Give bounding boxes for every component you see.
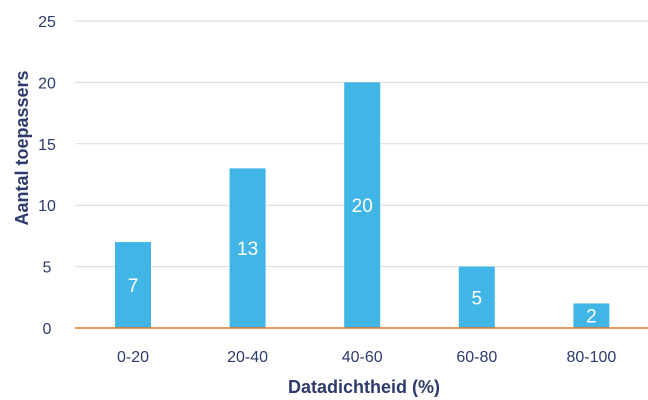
data-labels: 7 13 20 5 2 — [128, 196, 597, 328]
y-axis-ticks: 0 5 10 15 20 25 — [38, 14, 56, 338]
bar-80-100 — [573, 303, 610, 328]
y-tick-label: 10 — [38, 198, 56, 215]
y-tick-label: 20 — [38, 75, 56, 92]
bar-40-60 — [344, 82, 381, 329]
data-label: 20 — [352, 196, 373, 217]
x-axis-title: Datadichtheid (%) — [288, 377, 440, 397]
x-tick-label: 80-100 — [566, 349, 616, 366]
data-label: 13 — [237, 239, 258, 260]
y-tick-label: 5 — [43, 260, 52, 277]
bar-0-20 — [115, 242, 151, 328]
x-tick-label: 20-40 — [227, 349, 268, 366]
bar-20-40 — [229, 168, 266, 328]
x-tick-label: 0-20 — [117, 349, 149, 366]
bar-60-80 — [458, 266, 495, 328]
data-label: 5 — [472, 288, 483, 309]
y-axis-title: Aantal toepassers — [12, 70, 32, 225]
data-label: 7 — [128, 276, 139, 297]
bars — [115, 82, 610, 329]
x-tick-label: 40-60 — [342, 349, 383, 366]
y-tick-label: 15 — [38, 137, 56, 154]
y-tick-label: 25 — [38, 14, 56, 31]
x-tick-label: 60-80 — [456, 349, 497, 366]
y-tick-label: 0 — [43, 321, 52, 338]
data-label: 2 — [586, 307, 597, 328]
x-axis-ticks: 0-20 20-40 40-60 60-80 80-100 — [117, 349, 616, 366]
